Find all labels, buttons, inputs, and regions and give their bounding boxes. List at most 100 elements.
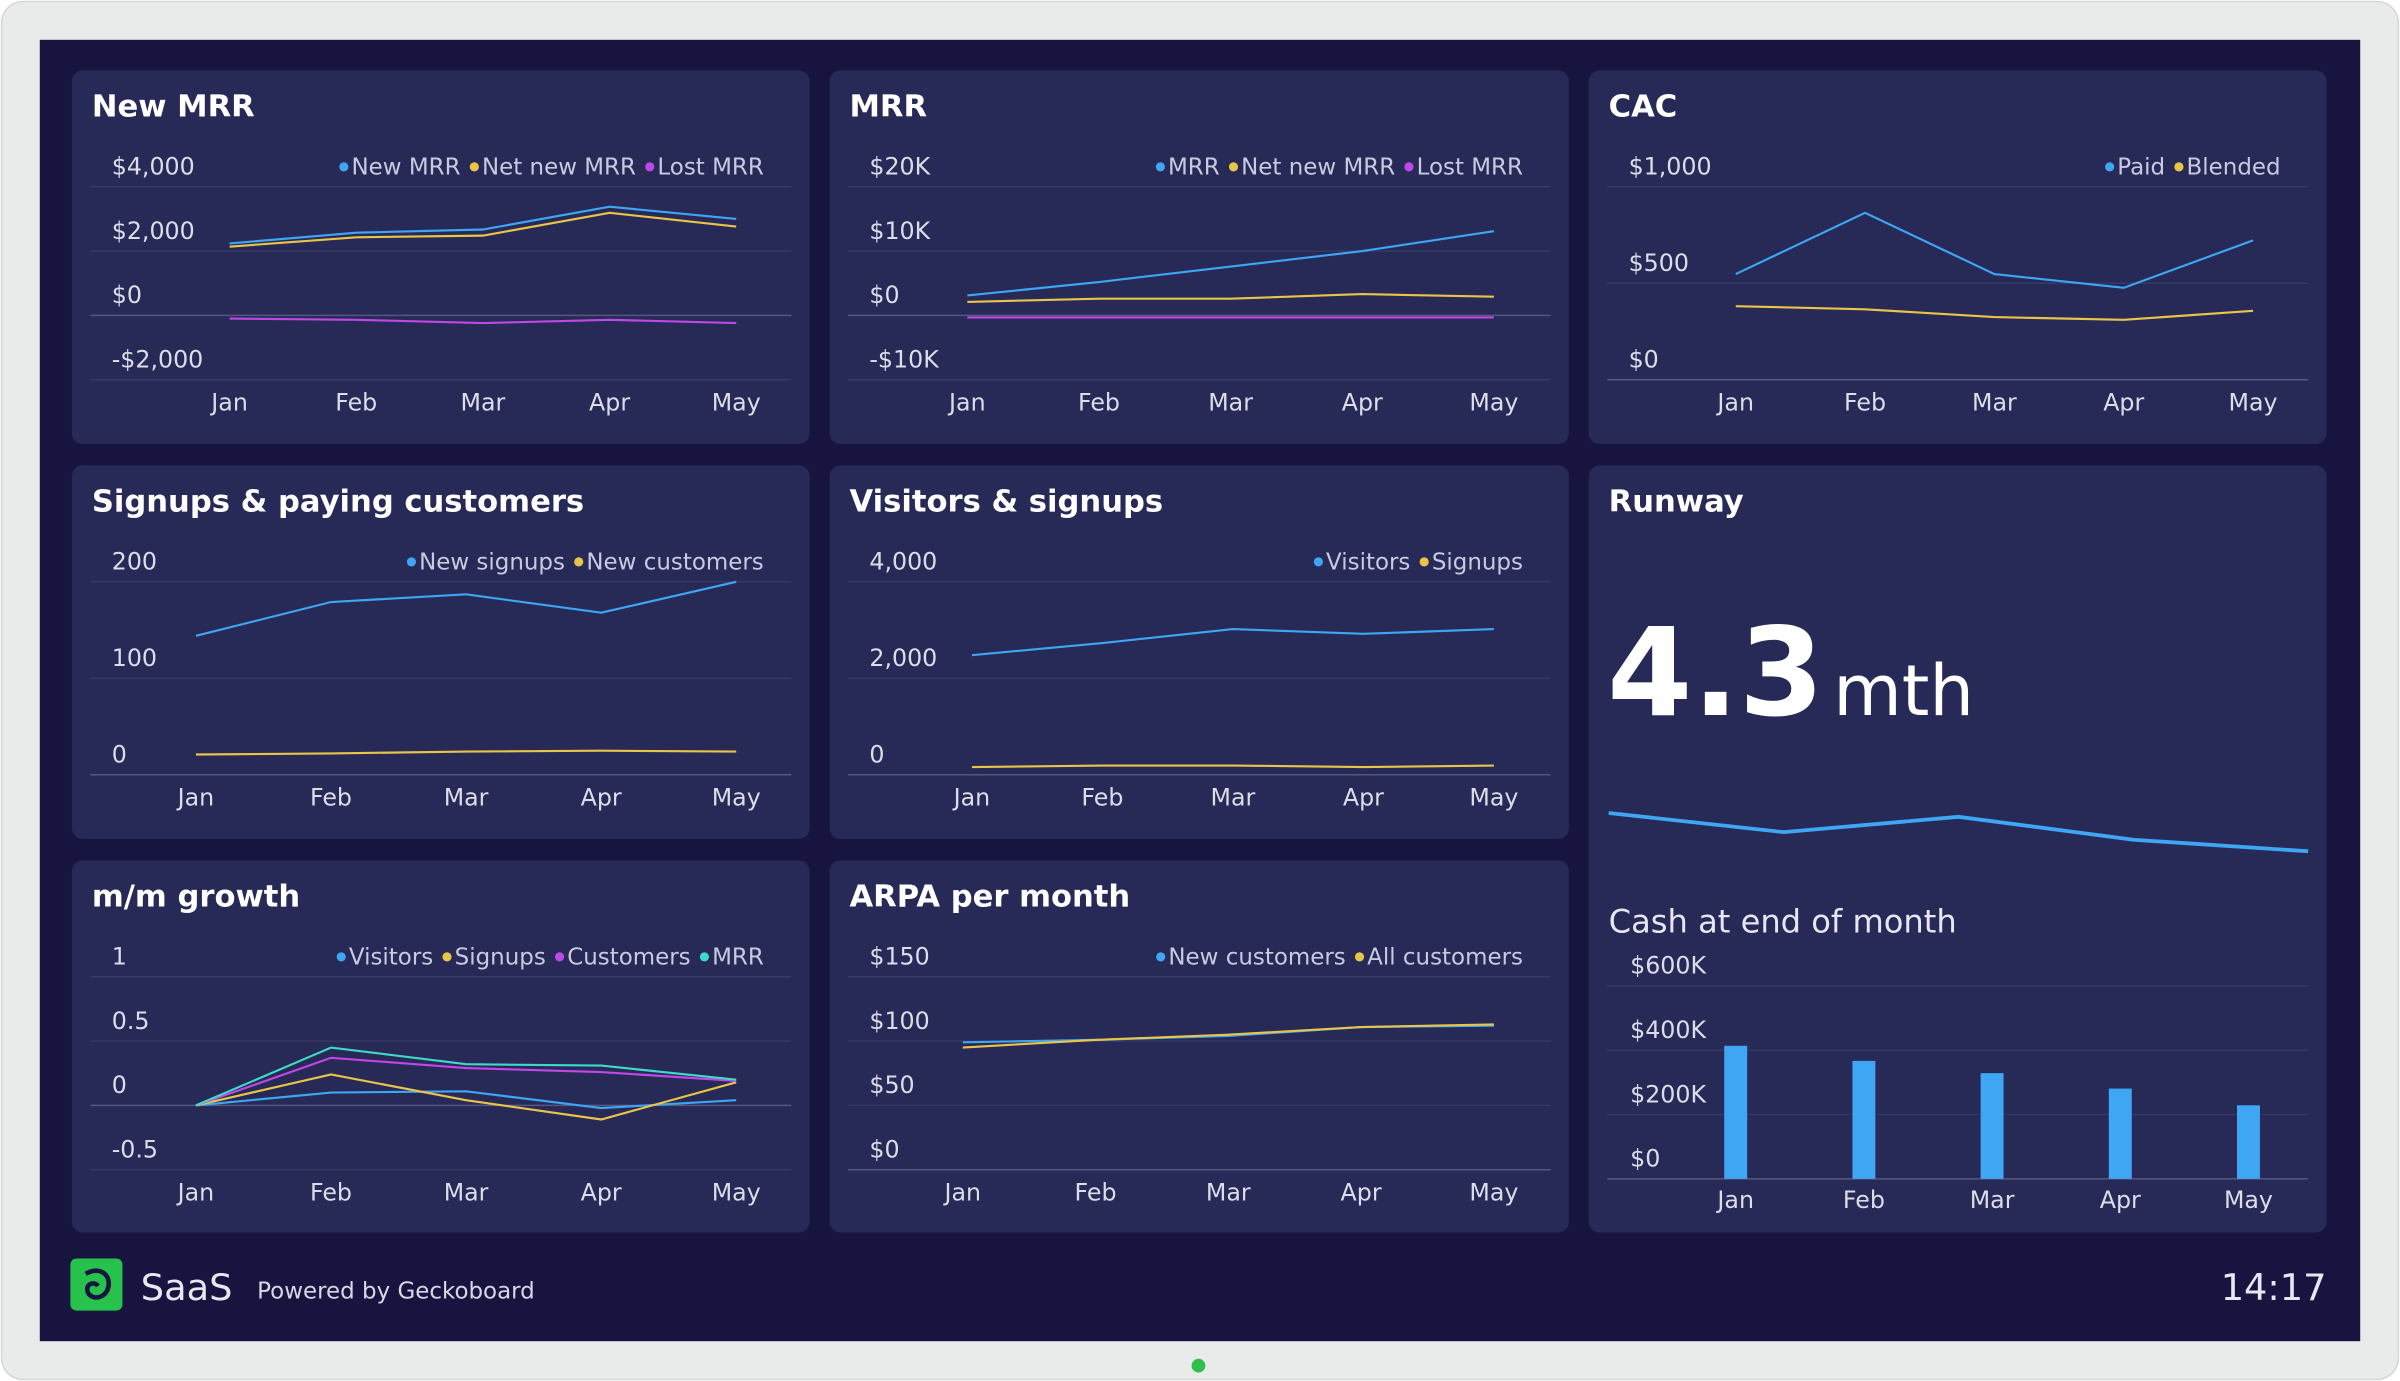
- y-tick-label: $150: [869, 943, 929, 971]
- logo-mark: [84, 1268, 111, 1300]
- x-tick-label: Feb: [1078, 388, 1120, 416]
- legend-swatch: [699, 952, 710, 962]
- y-tick-label: $600K: [1630, 952, 1707, 980]
- y-tick-label: 0: [869, 740, 884, 768]
- widget-panel: [829, 860, 1569, 1233]
- legend-swatch: [2105, 162, 2115, 172]
- clock: 14:17: [2221, 1266, 2327, 1309]
- x-tick-label: Apr: [589, 388, 630, 416]
- widget-title: m/m growth: [92, 879, 300, 914]
- legend-label: Signups: [455, 945, 546, 971]
- y-tick-label: 4,000: [869, 548, 937, 576]
- widget: ARPA per month All customers New customers…: [829, 860, 1569, 1233]
- runway-unit: mth: [1833, 650, 1974, 732]
- x-tick-label: Apr: [581, 783, 622, 811]
- legend-swatch: [1404, 162, 1414, 172]
- y-tick-label: $20K: [869, 153, 931, 181]
- x-tick-label: Jan: [947, 388, 986, 416]
- x-tick-label: Apr: [1343, 783, 1384, 811]
- y-tick-label: $500: [1629, 249, 1689, 277]
- legend-swatch: [1313, 557, 1323, 567]
- runway-value: 4.3: [1607, 601, 1824, 744]
- x-tick-label: Mar: [461, 388, 506, 416]
- y-tick-label: $1,000: [1629, 153, 1712, 181]
- legend-label: Blended: [2187, 155, 2281, 181]
- series-line: [195, 580, 737, 637]
- x-tick-label: Feb: [1843, 1186, 1885, 1214]
- series-line: [195, 1056, 737, 1107]
- legend-swatch: [406, 557, 417, 567]
- legend-label: New customers: [586, 550, 763, 576]
- x-tick-label: Feb: [310, 1178, 352, 1206]
- x-tick-label: Mar: [1972, 388, 2017, 416]
- x-tick-label: May: [2224, 1186, 2273, 1214]
- y-tick-label: $0: [869, 281, 899, 309]
- x-tick-label: May: [1469, 1178, 1518, 1206]
- series-line: [971, 628, 1494, 657]
- legend-swatch: [469, 162, 479, 172]
- bar: [1980, 1073, 2004, 1179]
- legend-swatch: [1156, 952, 1166, 962]
- series-line: [962, 1023, 1494, 1049]
- widget-title: Signups & paying customers: [92, 484, 584, 519]
- x-tick-label: Jan: [1715, 388, 1754, 416]
- legend-label: Visitors: [1326, 550, 1410, 576]
- y-tick-label: -$10K: [869, 345, 940, 373]
- widget: New MRR Lost MRR Net new MRR New MRR $4,000 $…: [71, 70, 810, 445]
- y-tick-label: 0: [112, 740, 127, 768]
- x-tick-label: Apr: [2103, 388, 2144, 416]
- legend-swatch: [339, 162, 349, 172]
- legend-swatch: [442, 952, 452, 962]
- x-tick-label: Feb: [1081, 783, 1123, 811]
- legend-swatch: [554, 952, 565, 962]
- y-tick-label: 200: [112, 548, 157, 576]
- y-tick-label: $0: [869, 1135, 899, 1163]
- y-tick-label: $4,000: [112, 153, 195, 181]
- legend-label: Lost MRR: [1417, 155, 1523, 181]
- legend-label: Lost MRR: [657, 155, 763, 181]
- widget-title: ARPA per month: [849, 879, 1130, 914]
- y-tick-label: 2,000: [869, 644, 937, 672]
- widget-panel: [71, 860, 810, 1233]
- x-tick-label: Jan: [952, 783, 991, 811]
- x-tick-label: Mar: [1208, 388, 1253, 416]
- power-led: [1191, 1358, 1206, 1373]
- x-tick-label: Mar: [1211, 783, 1256, 811]
- chart-title: Cash at end of month: [1609, 902, 1957, 940]
- widget: Runway 4.3 mth Cash at end of month $600K $40…: [1588, 465, 2327, 1233]
- x-tick-label: May: [1469, 783, 1518, 811]
- legend-label: Customers: [567, 945, 690, 971]
- legend-swatch: [2174, 162, 2184, 172]
- x-tick-label: Mar: [444, 1178, 489, 1206]
- x-tick-label: Jan: [209, 388, 248, 416]
- series-line: [971, 764, 1494, 769]
- x-tick-label: Feb: [335, 388, 377, 416]
- y-tick-label: $100: [869, 1007, 929, 1035]
- legend-label: New customers: [1168, 945, 1345, 971]
- y-tick-label: 0.5: [112, 1007, 150, 1035]
- sparkline: [1608, 811, 2309, 854]
- legend-label: New signups: [419, 550, 565, 576]
- y-tick-label: $200K: [1630, 1080, 1707, 1108]
- x-tick-label: Mar: [1206, 1178, 1251, 1206]
- x-tick-label: Mar: [1970, 1186, 2015, 1214]
- powered-by: Powered by Geckoboard: [257, 1278, 535, 1304]
- x-tick-label: May: [712, 1178, 761, 1206]
- y-tick-label: 1: [112, 943, 127, 971]
- y-tick-label: 100: [112, 644, 157, 672]
- y-tick-label: $50: [869, 1071, 914, 1099]
- legend-swatch: [1155, 162, 1165, 172]
- legend-label: Paid: [2117, 155, 2165, 181]
- widget-panel: [71, 70, 810, 445]
- widget: Signups & paying customers New customers N…: [71, 465, 810, 840]
- x-tick-label: Jan: [176, 783, 215, 811]
- series-line: [195, 1090, 737, 1110]
- legend-swatch: [1354, 952, 1365, 962]
- legend-swatch: [336, 952, 346, 962]
- x-tick-label: May: [712, 783, 761, 811]
- x-tick-label: May: [712, 388, 761, 416]
- legend-label: All customers: [1367, 945, 1523, 971]
- widget-panel: [829, 70, 1569, 445]
